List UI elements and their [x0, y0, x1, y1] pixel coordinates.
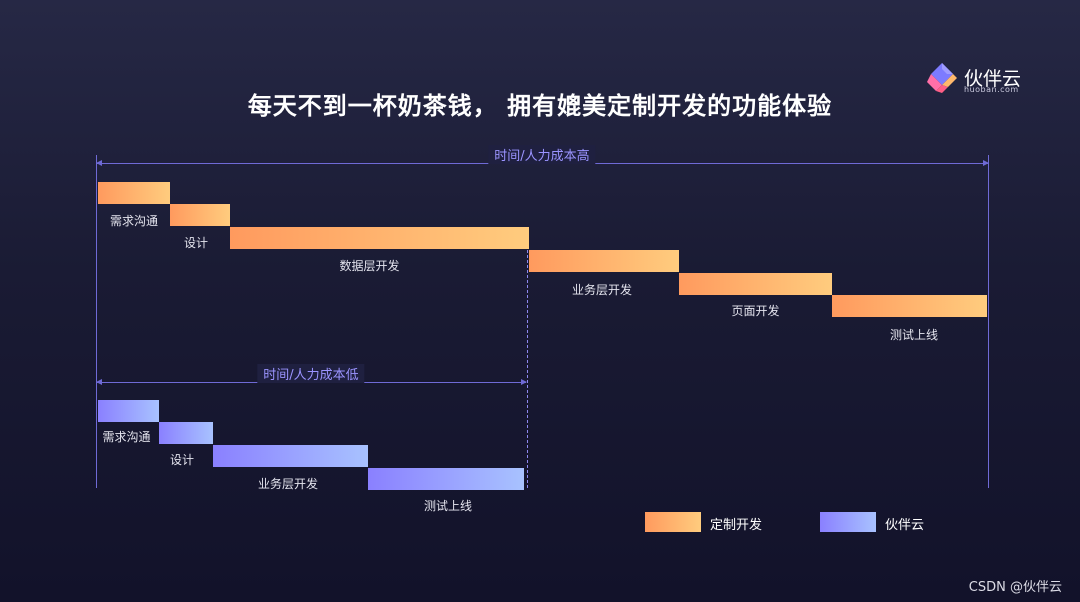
legend-swatch-custom: [645, 512, 701, 532]
huoban-logo-icon: [927, 63, 957, 93]
huoban-task-bar-testing: [368, 468, 524, 490]
end-guide-line-huoban: [527, 250, 529, 488]
huoban-task-label: 测试上线: [423, 499, 472, 513]
huoban-task-bar-requirements: [98, 400, 159, 422]
custom-task-bar-design: [170, 204, 230, 226]
custom-task-bar-business-layer: [529, 250, 679, 272]
legend-swatch-huoban: [820, 512, 876, 532]
custom-range-label: 时间/人力成本高: [488, 145, 596, 164]
custom-task-bar-page-dev: [679, 273, 832, 295]
huoban-logo: 伙伴云 huoban.com: [926, 62, 1036, 98]
huoban-task-bar-design: [159, 422, 213, 444]
custom-task-label: 设计: [183, 236, 208, 250]
custom-task-bar-data-layer: [230, 227, 529, 249]
start-guide-line: [96, 155, 97, 488]
huoban-task-bar-business-layer: [213, 445, 368, 467]
legend-label-huoban: 伙伴云: [885, 518, 925, 533]
custom-task-label: 页面开发: [731, 304, 780, 318]
custom-task-bar-testing: [832, 295, 987, 317]
legend-label-custom: 定制开发: [710, 518, 763, 533]
huoban-task-label: 需求沟通: [102, 430, 151, 444]
huoban-range-label: 时间/人力成本低: [257, 364, 365, 383]
logo-name: 伙伴云: [964, 68, 1022, 90]
custom-task-label: 测试上线: [889, 328, 938, 342]
huoban-task-label: 设计: [169, 453, 194, 467]
custom-task-label: 数据层开发: [339, 259, 400, 273]
logo-domain: huoban.com: [964, 85, 1019, 94]
end-guide-line-custom: [988, 155, 989, 488]
page-title: 每天不到一杯奶茶钱， 拥有媲美定制开发的功能体验: [247, 92, 833, 120]
csdn-watermark: CSDN @伙伴云: [968, 580, 1062, 595]
custom-task-bar-requirements: [98, 182, 170, 204]
custom-task-label: 需求沟通: [109, 214, 158, 228]
huoban-task-label: 业务层开发: [257, 477, 318, 491]
custom-task-label: 业务层开发: [571, 283, 632, 297]
